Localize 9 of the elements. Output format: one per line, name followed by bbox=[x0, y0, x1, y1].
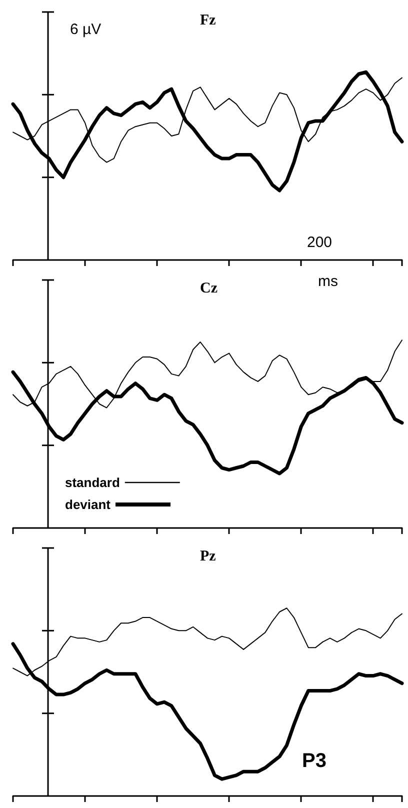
annotation: P3 bbox=[302, 750, 326, 772]
chart-title: Pz bbox=[200, 548, 216, 564]
legend-label: standard bbox=[64, 475, 120, 490]
text: ms bbox=[318, 273, 338, 290]
chart-title: Fz bbox=[200, 12, 216, 28]
chart-title: Cz bbox=[200, 280, 218, 296]
legend-label: deviant bbox=[64, 497, 112, 512]
annotation: 200 bbox=[307, 234, 332, 251]
text: 6 µV bbox=[70, 21, 102, 38]
